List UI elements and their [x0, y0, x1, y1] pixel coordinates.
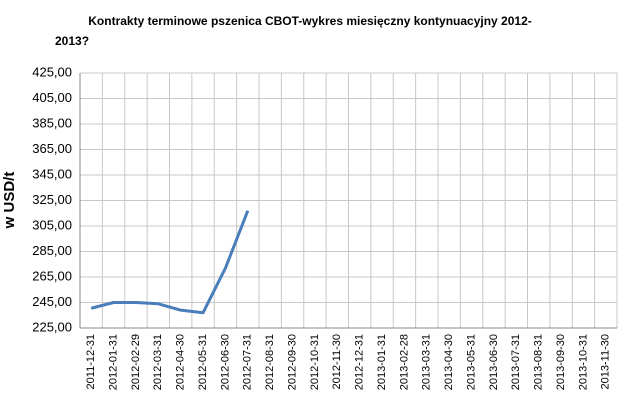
y-axis-label: w USD/t: [1, 172, 18, 230]
x-tick-label: 2013-10-31: [577, 334, 589, 390]
x-tick-label: 2013-07-31: [510, 334, 522, 390]
x-tick-label: 2012-09-30: [286, 334, 298, 390]
x-tick-label: 2012-11-30: [331, 334, 343, 389]
x-tick-label: 2013-05-31: [465, 334, 477, 390]
x-tick-label: 2012-10-31: [309, 334, 321, 390]
x-tick-label: 2012-07-31: [242, 334, 254, 390]
y-tick-label: 285,00: [32, 243, 72, 258]
x-tick-label: 2013-03-31: [421, 334, 433, 390]
x-tick-label: 2012-12-31: [354, 334, 366, 390]
y-tick-label: 365,00: [32, 141, 72, 156]
x-tick-label: 2012-08-31: [264, 334, 276, 390]
x-tick-label: 2012-02-29: [130, 334, 142, 390]
y-tick-label: 305,00: [32, 217, 72, 232]
x-tick-label: 2012-04-30: [175, 334, 187, 390]
y-tick-label: 385,00: [32, 115, 72, 130]
x-tick-label: 2013-02-28: [398, 334, 410, 390]
x-tick-label: 2013-09-30: [555, 334, 567, 390]
y-tick-label: 405,00: [32, 90, 72, 105]
x-tick-label: 2013-11-30: [600, 334, 612, 389]
x-tick-label: 2012-06-30: [219, 334, 231, 390]
y-tick-label: 325,00: [32, 192, 72, 207]
chart-title: Kontrakty terminowe pszenica CBOT-wykres…: [88, 14, 532, 28]
line-series: [90, 210, 250, 315]
x-tick-label: 2012-05-31: [197, 334, 209, 390]
y-tick-label: 345,00: [32, 166, 72, 181]
y-tick-label: 225,00: [32, 319, 72, 334]
y-tick-label: 245,00: [32, 294, 72, 309]
x-tick-label: 2013-01-31: [376, 334, 388, 390]
x-tick-label: 2012-01-31: [107, 334, 119, 390]
x-tick-label: 2013-04-30: [443, 334, 455, 390]
y-tick-label: 425,00: [32, 64, 72, 79]
x-tick-label: 2011-12-31: [85, 334, 97, 389]
y-tick-label: 265,00: [32, 268, 72, 283]
x-tick-label: 2013-06-30: [488, 334, 500, 390]
chart-subtitle: 2013?: [55, 34, 89, 48]
x-tick-label: 2012-03-31: [152, 334, 164, 390]
x-tick-label: 2013-08-31: [533, 334, 545, 390]
